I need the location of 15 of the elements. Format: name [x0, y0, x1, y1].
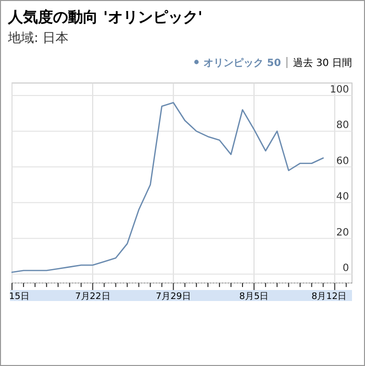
text: 過去 30 日間	[292, 57, 352, 69]
y-tick-label: 100	[330, 84, 349, 96]
x-tick-label: 8月5日	[239, 292, 269, 302]
x-tick-label: 7月22日	[75, 292, 110, 302]
x-tick-label: 7月29日	[156, 292, 191, 302]
chart-title: 人気度の動向 'オリンピック'	[7, 8, 202, 26]
y-tick-label: 80	[336, 120, 349, 132]
legend-label: オリンピック 50	[204, 57, 281, 69]
y-tick-label: 60	[336, 156, 349, 167]
y-tick-label: 0	[342, 263, 349, 274]
chart-subtitle: 地域: 日本	[7, 31, 69, 46]
y-tick-label: 40	[336, 192, 349, 203]
x-tick-label: 15日	[9, 292, 30, 302]
x-tick-label: 8月12日	[312, 292, 347, 302]
y-tick-label: 20	[336, 227, 349, 238]
